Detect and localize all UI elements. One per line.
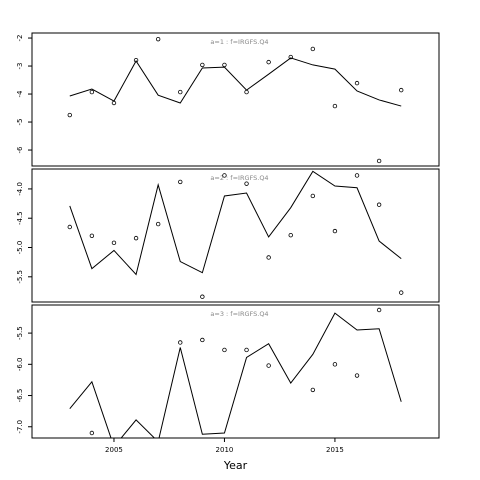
data-point — [310, 387, 316, 393]
data-point — [244, 181, 249, 186]
data-point — [354, 173, 360, 178]
x-tick-label: 2005 — [105, 446, 123, 454]
x-tick-label: 2010 — [216, 446, 234, 454]
data-point — [178, 179, 183, 185]
x-axis-label: Year — [223, 459, 248, 472]
data-point — [332, 362, 338, 367]
y-tick-label: -4 — [16, 90, 24, 98]
data-point — [89, 89, 95, 95]
data-point — [332, 103, 338, 109]
panel-title: a=1 : f=IRGFS.Q4 — [210, 38, 268, 46]
data-point — [133, 235, 139, 241]
y-tick-label: -5.5 — [16, 270, 24, 284]
data-point — [376, 307, 382, 313]
data-point — [288, 54, 293, 60]
data-point — [178, 340, 183, 345]
series-line — [69, 170, 402, 276]
data-point — [266, 255, 271, 260]
y-tick-label: -6.5 — [16, 389, 24, 403]
y-tick-label: -5.0 — [16, 241, 24, 255]
x-tick-label: 2015 — [326, 446, 344, 454]
y-tick-label: -6.0 — [16, 357, 24, 371]
data-point — [399, 87, 404, 93]
y-tick-label: -7.0 — [16, 420, 24, 434]
data-point — [200, 62, 205, 68]
y-tick-label: -2 — [16, 35, 24, 42]
y-tick-label: -6 — [16, 146, 24, 154]
plot-area — [69, 307, 402, 438]
data-point — [244, 347, 249, 353]
data-point — [244, 89, 249, 95]
data-point — [133, 57, 139, 63]
data-point — [200, 337, 205, 343]
plot-area — [67, 36, 404, 164]
panel-title: a=3 : f=IRGFS.Q4 — [210, 310, 268, 318]
data-point — [155, 36, 161, 42]
data-point — [222, 62, 227, 68]
data-point — [67, 112, 72, 118]
data-point — [222, 347, 227, 353]
data-point — [399, 290, 404, 295]
data-point — [111, 240, 117, 246]
data-point — [332, 228, 338, 234]
series-line — [69, 312, 402, 438]
panel-frame — [31, 32, 440, 167]
y-tick-label: -4.0 — [16, 182, 24, 196]
data-point — [354, 373, 360, 378]
series-line — [69, 57, 402, 107]
data-point — [178, 89, 183, 95]
data-point — [376, 202, 382, 207]
data-point — [89, 233, 95, 238]
data-point — [288, 233, 293, 238]
data-point — [266, 363, 271, 368]
data-point — [155, 221, 161, 227]
y-tick-label: -5 — [16, 119, 24, 126]
data-point — [111, 100, 117, 106]
data-point — [200, 294, 205, 299]
y-tick-label: -3 — [16, 63, 24, 70]
y-tick-label: -5.5 — [16, 326, 24, 340]
data-point — [376, 158, 382, 164]
panel-frame — [31, 304, 440, 439]
data-point — [89, 430, 95, 436]
data-point — [67, 224, 72, 230]
data-point — [354, 80, 360, 86]
y-tick-label: -4.5 — [16, 211, 24, 225]
data-point — [310, 46, 316, 52]
panel-frame — [31, 168, 440, 303]
panel-title: a=2 : f=IRGFS.Q4 — [210, 174, 268, 182]
data-point — [222, 173, 227, 178]
data-point — [266, 59, 271, 65]
plot-area — [67, 170, 404, 299]
data-point — [310, 193, 316, 199]
